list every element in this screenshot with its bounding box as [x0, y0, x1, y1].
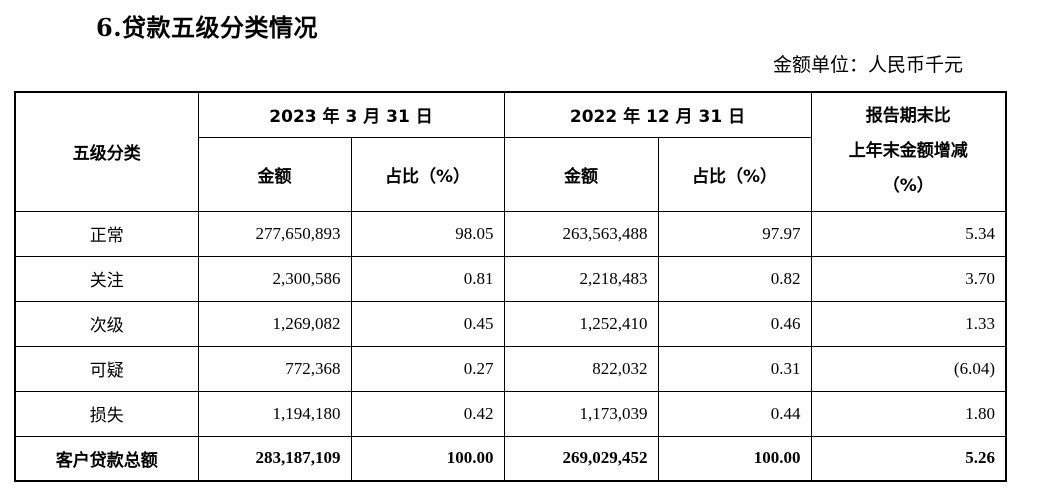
row-category: 损失 [14, 390, 199, 437]
row-amount-2022: 1,252,410 [503, 300, 659, 347]
row-amount-2023: 772,368 [197, 345, 352, 392]
header-period-2022: 2022 年 12 月 31 日 [503, 91, 812, 138]
total-amount-2022: 269,029,452 [503, 435, 659, 482]
unit-label: 金额单位：人民币千元 [772, 54, 963, 76]
header-change-line2: 上年末金额增减 [848, 141, 968, 162]
row-ratio-2023: 0.42 [350, 390, 505, 437]
total-ratio-2023: 100.00 [350, 435, 505, 482]
header-change-line1: 报告期末比 [865, 106, 951, 127]
row-category: 正常 [14, 210, 199, 257]
row-amount-2023: 1,194,180 [197, 390, 352, 437]
loan-classification-table: 五级分类 2023 年 3 月 31 日 2022 年 12 月 31 日 报告… [14, 91, 1007, 482]
header-change-line3: （%） [882, 176, 934, 197]
row-category: 可疑 [14, 345, 199, 392]
row-category: 关注 [14, 255, 199, 302]
row-amount-2022: 822,032 [503, 345, 659, 392]
row-amount-2022: 263,563,488 [503, 210, 659, 257]
row-ratio-2022: 0.44 [657, 390, 812, 437]
header-change: 报告期末比 上年末金额增减 （%） [810, 91, 1007, 212]
row-amount-2022: 1,173,039 [503, 390, 659, 437]
row-change: 5.34 [810, 210, 1007, 257]
total-category: 客户贷款总额 [14, 435, 199, 482]
header-ratio-2023: 占比（%） [350, 136, 505, 212]
total-ratio-2022: 100.00 [657, 435, 812, 482]
table-row: 正常 277,650,893 98.05 263,563,488 97.97 5… [14, 210, 1007, 257]
row-amount-2023: 2,300,586 [197, 255, 352, 302]
row-ratio-2022: 0.31 [657, 345, 812, 392]
header-amount-2023: 金额 [197, 136, 352, 212]
row-change: 1.80 [810, 390, 1007, 437]
row-ratio-2023: 98.05 [350, 210, 505, 257]
row-ratio-2023: 0.45 [350, 300, 505, 347]
row-amount-2023: 1,269,082 [197, 300, 352, 347]
table-row: 次级 1,269,082 0.45 1,252,410 0.46 1.33 [14, 300, 1007, 347]
row-amount-2022: 2,218,483 [503, 255, 659, 302]
row-ratio-2022: 97.97 [657, 210, 812, 257]
row-change: 1.33 [810, 300, 1007, 347]
table-row: 可疑 772,368 0.27 822,032 0.31 (6.04) [14, 345, 1007, 392]
header-period-2023: 2023 年 3 月 31 日 [197, 91, 505, 138]
total-amount-2023: 283,187,109 [197, 435, 352, 482]
row-ratio-2023: 0.27 [350, 345, 505, 392]
section-title: 6.贷款五级分类情况 [96, 13, 319, 42]
header-category: 五级分类 [14, 91, 199, 212]
header-ratio-2022: 占比（%） [657, 136, 812, 212]
row-change: (6.04) [810, 345, 1007, 392]
row-change: 3.70 [810, 255, 1007, 302]
total-change: 5.26 [810, 435, 1007, 482]
row-ratio-2023: 0.81 [350, 255, 505, 302]
row-amount-2023: 277,650,893 [197, 210, 352, 257]
row-ratio-2022: 0.46 [657, 300, 812, 347]
total-row: 客户贷款总额 283,187,109 100.00 269,029,452 10… [14, 435, 1007, 482]
table-row: 关注 2,300,586 0.81 2,218,483 0.82 3.70 [14, 255, 1007, 302]
row-ratio-2022: 0.82 [657, 255, 812, 302]
table-row: 损失 1,194,180 0.42 1,173,039 0.44 1.80 [14, 390, 1007, 437]
row-category: 次级 [14, 300, 199, 347]
header-amount-2022: 金额 [503, 136, 659, 212]
